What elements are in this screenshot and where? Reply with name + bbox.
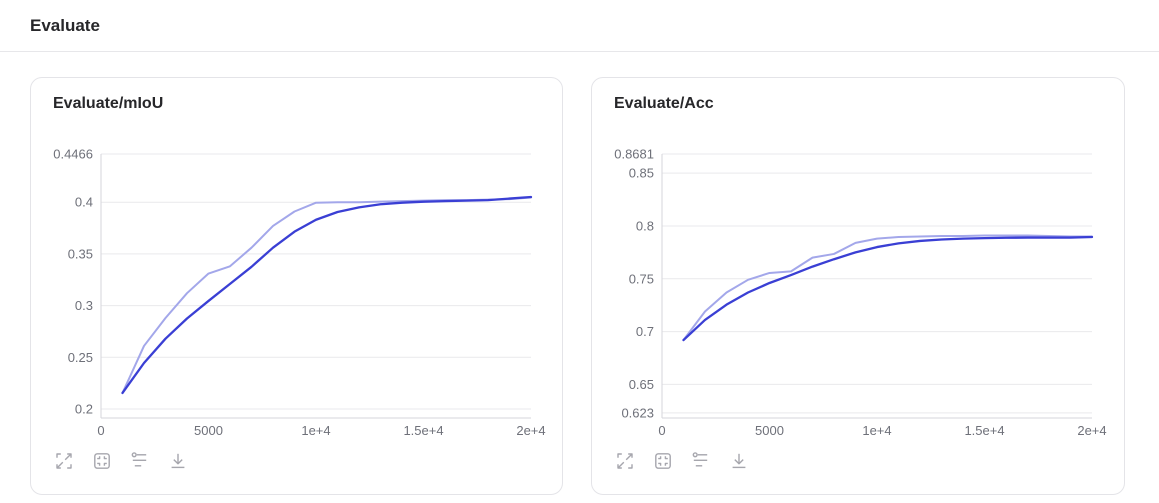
svg-text:2e+4: 2e+4 [1077,423,1106,438]
chart-title-miou: Evaluate/mIoU [53,95,164,112]
fit-to-view-icon[interactable] [91,450,112,471]
chart-card-miou: Evaluate/mIoU 0.4466 0.4 0.35 0.3 0.25 0.2 0 50… [30,77,563,495]
svg-text:0.35: 0.35 [68,246,93,261]
acc-line-chart[interactable]: 0.8681 0.85 0.8 0.75 0.7 0.65 0.623 0 5000 1e+4 1.… [602,134,1114,446]
section-header: Evaluate [0,0,1159,52]
chart-toolbar [614,450,749,471]
svg-text:5000: 5000 [755,423,784,438]
fit-to-view-icon[interactable] [652,450,673,471]
svg-text:5000: 5000 [194,423,223,438]
svg-text:1.5e+4: 1.5e+4 [403,423,443,438]
svg-text:0.25: 0.25 [68,350,93,365]
svg-text:0: 0 [97,423,104,438]
section-title: Evaluate [30,16,100,35]
svg-text:0.7: 0.7 [636,324,654,339]
svg-text:1e+4: 1e+4 [862,423,891,438]
svg-text:0.623: 0.623 [621,405,654,420]
svg-text:0.85: 0.85 [629,166,654,181]
svg-text:0.3: 0.3 [75,298,93,313]
chart-card-acc: Evaluate/Acc 0.8681 0.85 0.8 0.75 0.7 0.65 0.6… [591,77,1125,495]
svg-text:0.4466: 0.4466 [53,147,93,162]
svg-text:2e+4: 2e+4 [516,423,545,438]
miou-line-chart[interactable]: 0.4466 0.4 0.35 0.3 0.25 0.2 0 5000 1e+4 1.5e+4 2e… [41,134,553,446]
svg-text:0: 0 [658,423,665,438]
download-icon[interactable] [728,450,749,471]
svg-text:0.2: 0.2 [75,402,93,417]
svg-text:0.75: 0.75 [629,271,654,286]
svg-text:0.8681: 0.8681 [614,147,654,162]
svg-text:0.65: 0.65 [629,377,654,392]
svg-text:0.8: 0.8 [636,218,654,233]
download-icon[interactable] [167,450,188,471]
fullscreen-icon[interactable] [614,450,635,471]
fullscreen-icon[interactable] [53,450,74,471]
filter-icon[interactable] [129,450,150,471]
chart-title-acc: Evaluate/Acc [614,95,714,112]
svg-text:1e+4: 1e+4 [301,423,330,438]
svg-text:1.5e+4: 1.5e+4 [964,423,1004,438]
chart-toolbar [53,450,188,471]
filter-icon[interactable] [690,450,711,471]
svg-text:0.4: 0.4 [75,195,93,210]
